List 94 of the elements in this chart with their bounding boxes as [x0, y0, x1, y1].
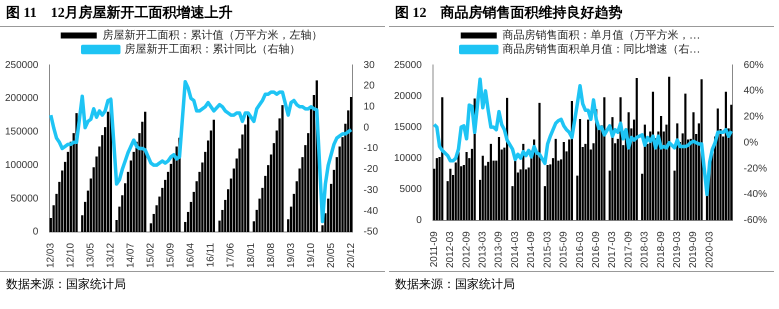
x-tick-label: 2019-09: [688, 230, 700, 268]
x-tick-label: 2014-03: [510, 230, 521, 268]
y2-tick-label: 30: [364, 60, 376, 71]
y2-tick-label: -30: [364, 184, 378, 196]
y-tick-label: 100000: [4, 160, 39, 171]
x-tick-label: 16/11: [206, 242, 217, 268]
x-tick-label: 17/06: [226, 242, 237, 268]
bar: [350, 97, 352, 232]
bar: [730, 104, 732, 220]
bar: [441, 97, 444, 220]
x-tick-label: 2017-03: [607, 230, 618, 268]
x-tick-label: 2012-09: [461, 230, 472, 268]
x-tick-label: 19/10: [306, 242, 317, 268]
x-tick-label: 2016-03: [574, 230, 586, 268]
source-note: 数据来源：国家统计局: [0, 271, 385, 297]
x-tick-label: 2013-09: [494, 230, 505, 268]
x-tick-label: 18/01: [246, 242, 257, 268]
y2-tick-label: 0: [364, 122, 370, 134]
bar: [684, 94, 686, 220]
y-tick-label: 200000: [4, 93, 39, 104]
x-tick-label: 2016-09: [590, 230, 602, 268]
bar: [522, 144, 524, 220]
y2-tick-label: 20: [364, 80, 376, 92]
bar: [490, 144, 492, 220]
y-tick-label: 150000: [4, 126, 39, 138]
x-tick-label: 2011-09: [428, 230, 440, 268]
x-tick-label: 20/05: [326, 242, 337, 268]
chart-title: 图 11 12月房屋新开工面积增速上升: [0, 0, 385, 27]
x-tick-label: 2012-03: [445, 230, 456, 268]
bar: [668, 76, 670, 220]
bar: [498, 137, 500, 220]
y2-tick-label: -60%: [744, 215, 768, 226]
x-tick-label: 12/10: [66, 242, 77, 268]
y2-tick-label: -10: [364, 143, 378, 154]
x-tick-label: 13/12: [106, 242, 117, 268]
y-tick-label: 25000: [394, 60, 422, 71]
y2-tick-label: -40%: [744, 189, 768, 200]
y2-tick-label: -20%: [744, 163, 768, 174]
x-tick-label: 12/03: [46, 242, 57, 268]
x-tick-label: 2015-09: [558, 230, 570, 268]
y2-tick-label: 20%: [744, 112, 764, 123]
bar: [716, 108, 719, 220]
x-tick-label: 2019-03: [672, 230, 684, 268]
legend-label: 商品房销售面积单月值：同比增速（右…: [502, 42, 700, 56]
y2-tick-label: 0%: [744, 137, 758, 148]
y-tick-label: 0: [32, 226, 39, 238]
bar: [562, 142, 565, 220]
bar: [546, 165, 549, 220]
bar: [554, 138, 557, 220]
x-tick-label: 15/02: [146, 242, 157, 268]
bar: [449, 168, 452, 220]
bar: [212, 120, 215, 232]
y-tick-label: 5000: [400, 184, 422, 195]
legend-label: 房屋新开工面积：累计值（万平方米，左轴）: [102, 28, 322, 42]
x-tick-label: 2014-09: [526, 230, 538, 268]
bar: [465, 152, 468, 220]
y-tick-label: 0: [416, 215, 422, 226]
y-tick-label: 250000: [4, 60, 39, 71]
x-tick-label: 2018-03: [640, 230, 651, 268]
x-tick-label: 2013-03: [478, 230, 489, 268]
legend-label: 房屋新开工面积：累计同比（右轴）: [124, 42, 300, 56]
legend-label: 商品房销售面积：单月值（万平方米，…: [502, 28, 700, 42]
x-tick-label: 2018-09: [656, 230, 667, 268]
y-tick-label: 50000: [10, 193, 39, 204]
bar: [482, 156, 484, 220]
x-tick-label: 14/07: [126, 242, 137, 268]
x-tick-label: 19/03: [286, 242, 297, 268]
bar: [636, 78, 638, 220]
x-tick-label: 2017-09: [623, 230, 634, 268]
bar: [578, 119, 582, 220]
y2-tick-label: -50: [364, 226, 378, 238]
y2-tick-label: -40: [364, 206, 378, 217]
x-tick-label: 2020-03: [704, 230, 716, 268]
chart-title: 图 12 商品房销售面积维持良好趋势: [389, 0, 774, 27]
x-tick-label: 15/09: [166, 242, 177, 268]
y2-tick-label: 60%: [744, 60, 764, 71]
bar: [247, 113, 250, 232]
y2-tick-label: 40%: [744, 86, 764, 97]
y-tick-label: 10000: [394, 152, 422, 164]
y-tick-label: 15000: [394, 122, 422, 133]
y-tick-label: 20000: [394, 90, 422, 102]
y2-tick-label: -20: [364, 164, 378, 176]
x-tick-label: 16/04: [186, 242, 197, 268]
x-tick-label: 18/08: [266, 242, 277, 268]
source-note: 数据来源：国家统计局: [389, 271, 774, 297]
x-tick-label: 13/05: [86, 242, 97, 268]
x-tick-label: 20/12: [346, 242, 357, 268]
bar: [514, 160, 516, 220]
bar: [676, 123, 678, 220]
bar: [587, 120, 590, 220]
y2-tick-label: 10: [364, 101, 376, 112]
x-tick-label: 2015-03: [542, 230, 554, 268]
bar: [436, 158, 438, 220]
bar: [144, 112, 146, 232]
